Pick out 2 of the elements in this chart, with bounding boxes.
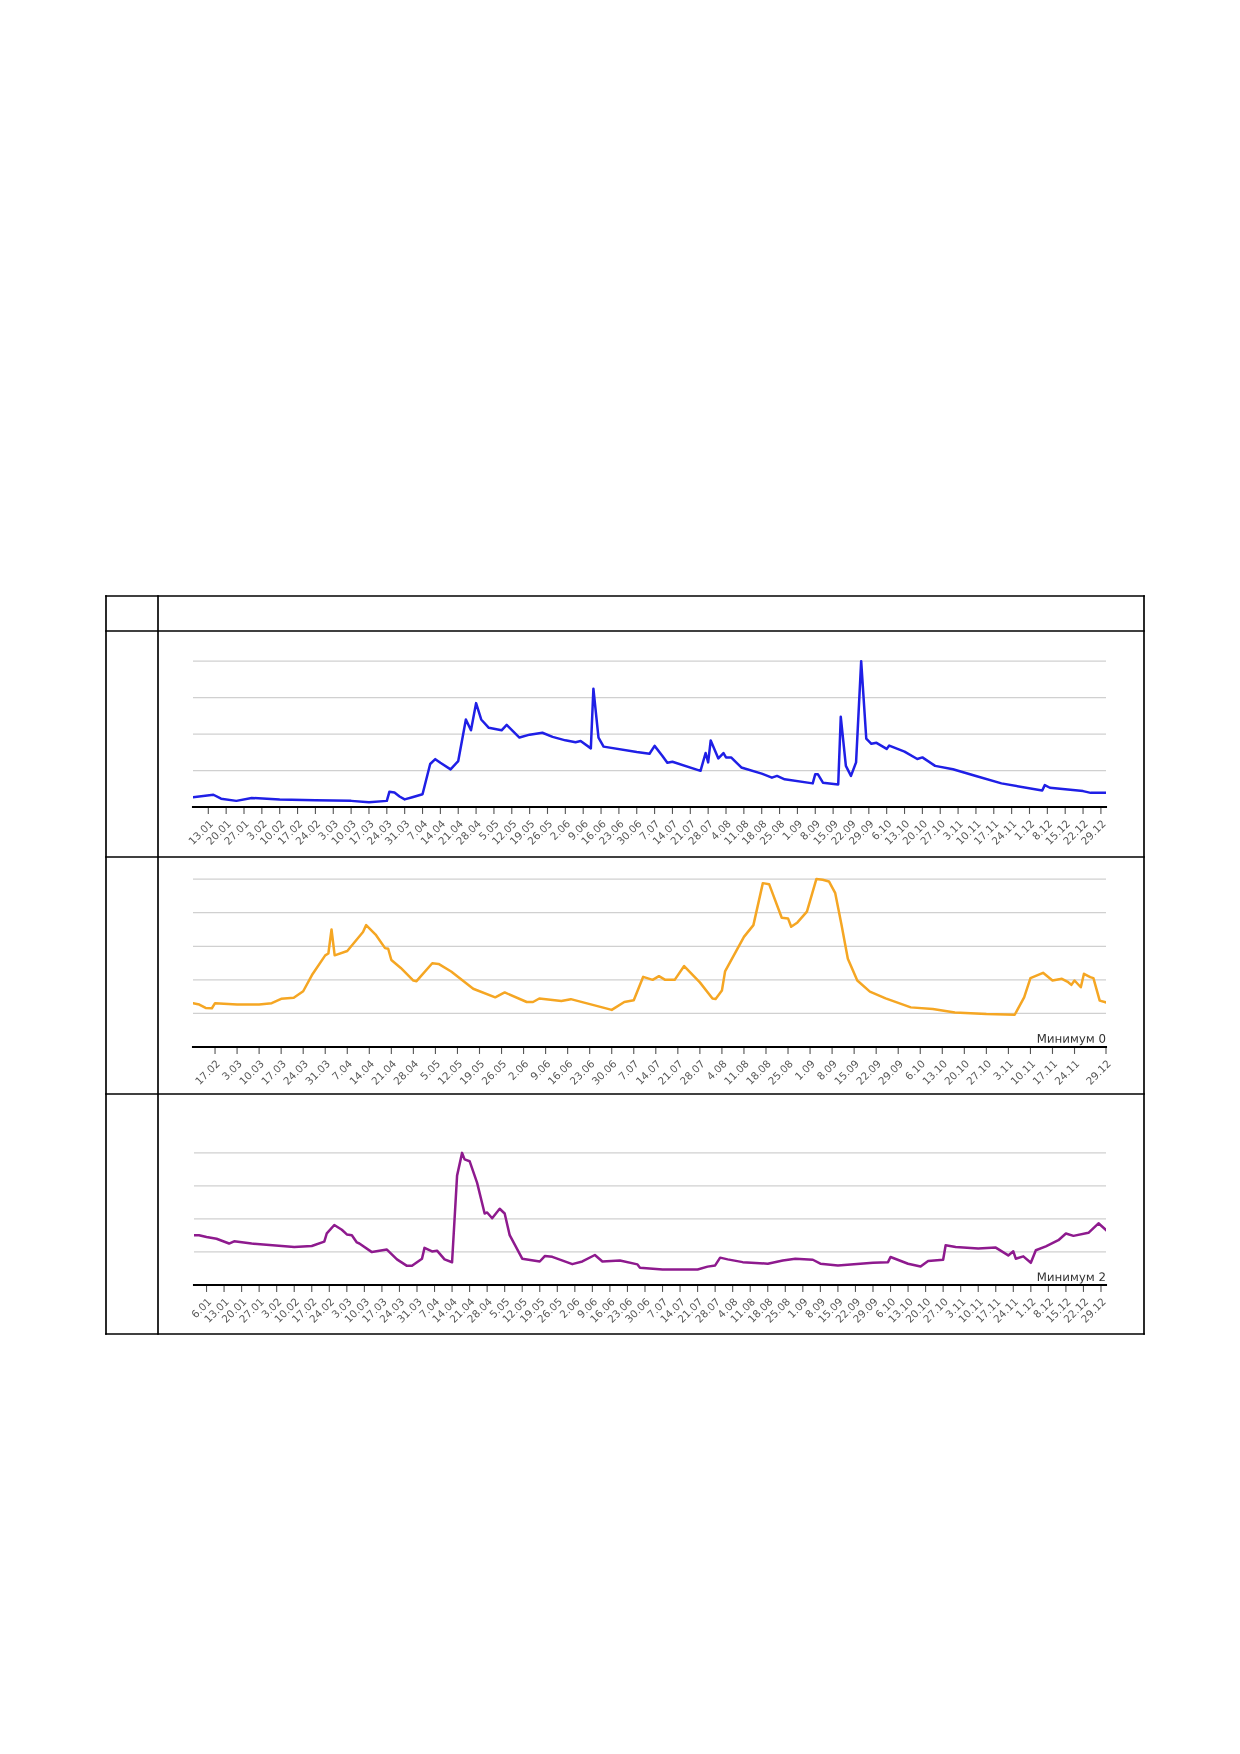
annotation: Минимум 0: [1037, 1033, 1106, 1046]
annotation: Минимум 2: [1037, 1272, 1105, 1284]
